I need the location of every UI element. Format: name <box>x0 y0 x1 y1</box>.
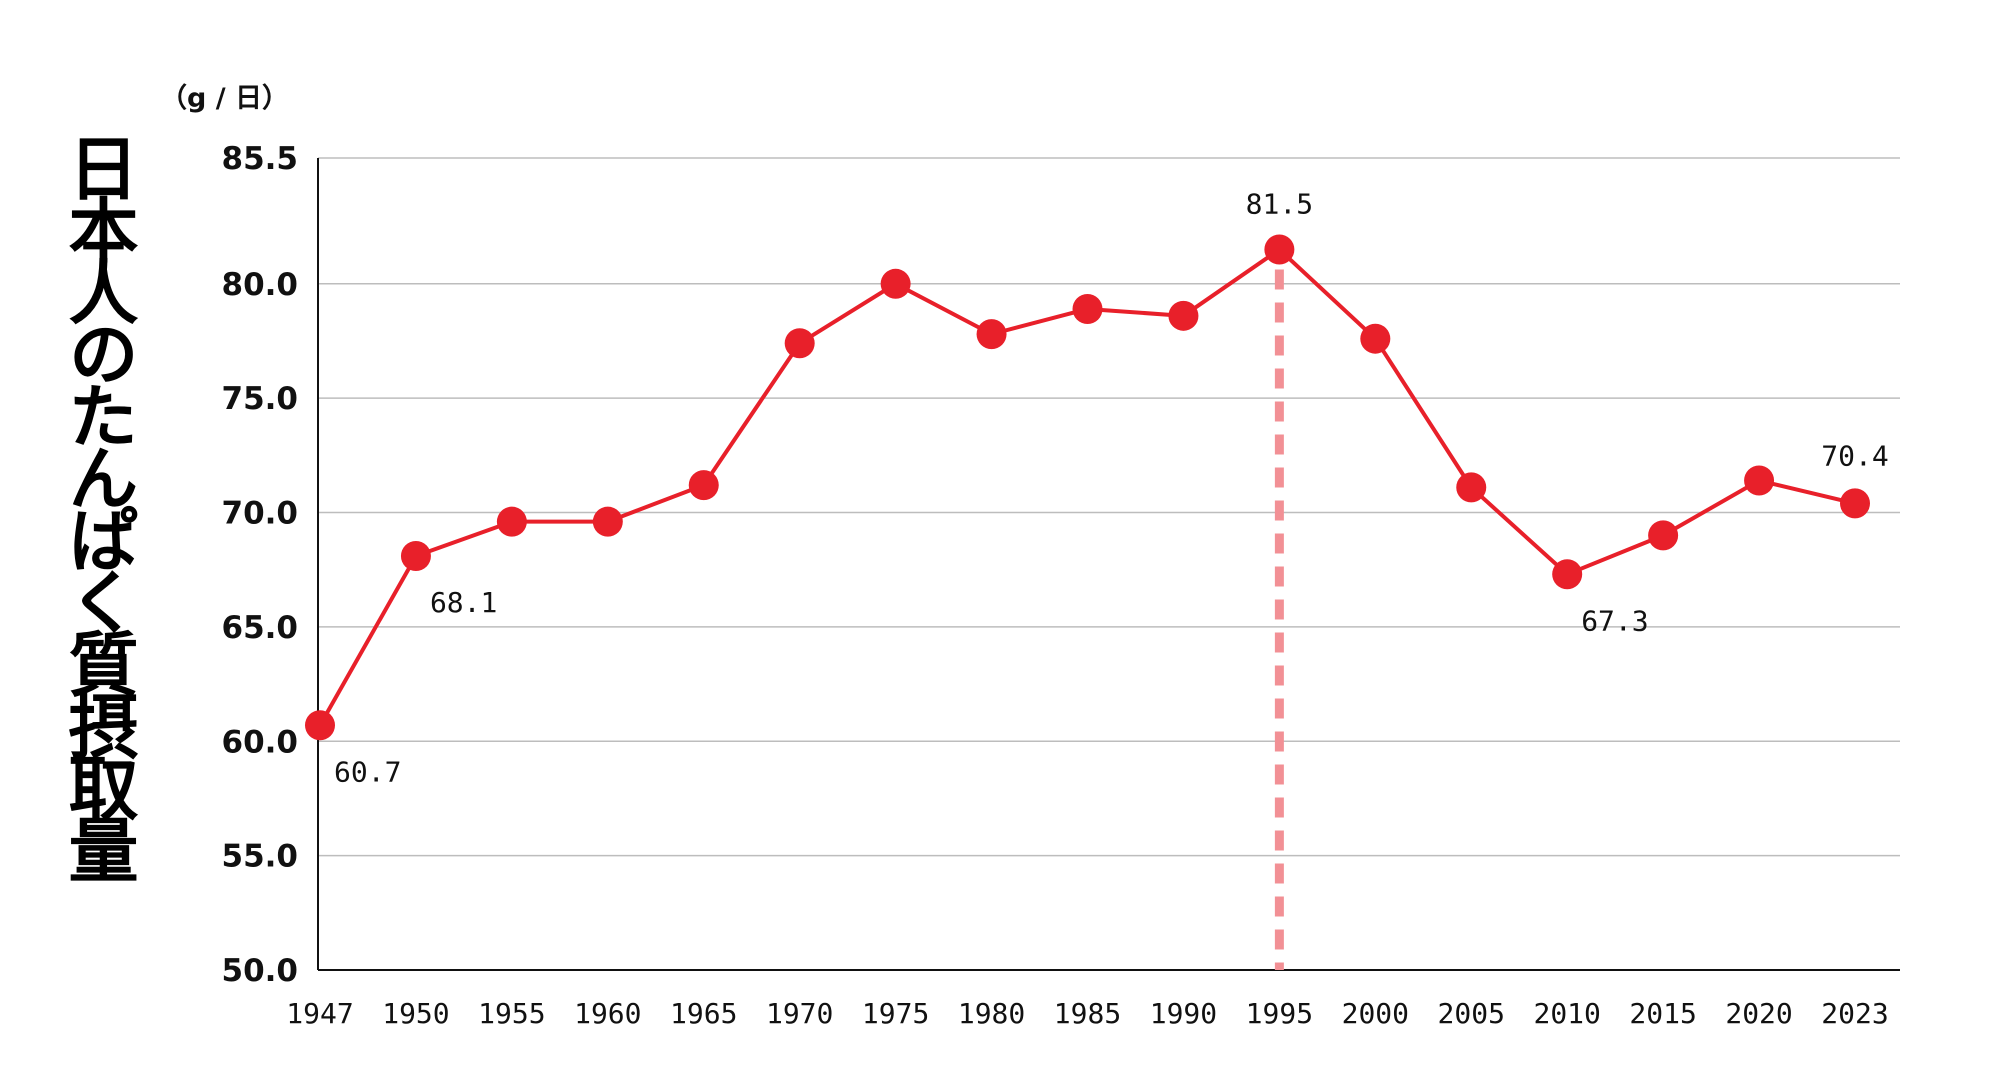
y-tick-label: 80.0 <box>222 267 299 303</box>
x-tick-label: 1990 <box>1150 997 1217 1030</box>
x-tick-label: 1965 <box>670 997 737 1030</box>
data-point <box>1360 323 1391 354</box>
chart-title: 日本人のたんぱく質摂取量 <box>57 132 139 876</box>
data-label: 67.3 <box>1581 604 1648 637</box>
x-tick-label: 1985 <box>1054 997 1121 1030</box>
y-tick-label: 60.0 <box>222 724 299 760</box>
x-tick-label: 1980 <box>958 997 1025 1030</box>
data-point <box>784 328 815 359</box>
data-points <box>305 234 1870 741</box>
data-point <box>880 268 911 299</box>
y-tick-label: 55.0 <box>222 839 299 875</box>
highlight-value-label: 81.5 <box>1246 187 1313 220</box>
data-point <box>592 506 623 537</box>
y-axis-ticks: 50.0 55.0 60.0 65.0 70.0 75.0 80.0 85.5 <box>222 141 299 989</box>
data-point <box>1552 559 1583 590</box>
x-tick-label: 2023 <box>1821 997 1888 1030</box>
x-tick-label: 1947 <box>286 997 353 1030</box>
y-tick-label: 75.0 <box>222 381 299 417</box>
data-point <box>400 540 431 571</box>
data-point <box>1168 300 1199 331</box>
data-point <box>688 470 719 501</box>
data-point <box>1840 488 1870 519</box>
x-tick-label: 1995 <box>1246 997 1313 1030</box>
data-point <box>1648 520 1679 551</box>
data-label: 70.4 <box>1821 439 1888 472</box>
y-tick-label: 50.0 <box>222 953 299 989</box>
x-tick-label: 1955 <box>478 997 545 1030</box>
data-label: 60.7 <box>334 755 401 788</box>
data-point <box>305 710 335 741</box>
x-tick-label: 2000 <box>1342 997 1409 1030</box>
x-axis-ticks: 1947 1950 1955 1960 1965 1970 1975 1980 1985 1990… <box>286 997 1888 1030</box>
y-tick-label: 70.0 <box>222 496 299 532</box>
x-tick-label: 1960 <box>574 997 641 1030</box>
x-tick-label: 1970 <box>766 997 833 1030</box>
data-point <box>1072 293 1103 324</box>
grid-lines <box>318 157 1900 857</box>
data-point <box>496 506 527 537</box>
data-labels: 60.7 68.1 67.3 70.4 81.5 <box>334 187 1889 788</box>
x-tick-label: 2005 <box>1438 997 1505 1030</box>
x-tick-label: 1950 <box>382 997 449 1030</box>
x-tick-label: 1975 <box>862 997 929 1030</box>
x-tick-label: 2020 <box>1725 997 1792 1030</box>
y-tick-label: 85.5 <box>222 141 299 177</box>
x-tick-label: 2010 <box>1533 997 1600 1030</box>
data-point <box>1264 234 1295 265</box>
x-tick-label: 2015 <box>1629 997 1696 1030</box>
data-point <box>976 319 1007 350</box>
data-point <box>1456 472 1487 503</box>
unit-label: （g / 日） <box>160 83 289 114</box>
data-point <box>1744 465 1775 496</box>
data-label: 68.1 <box>430 586 497 619</box>
y-tick-label: 65.0 <box>222 610 299 646</box>
